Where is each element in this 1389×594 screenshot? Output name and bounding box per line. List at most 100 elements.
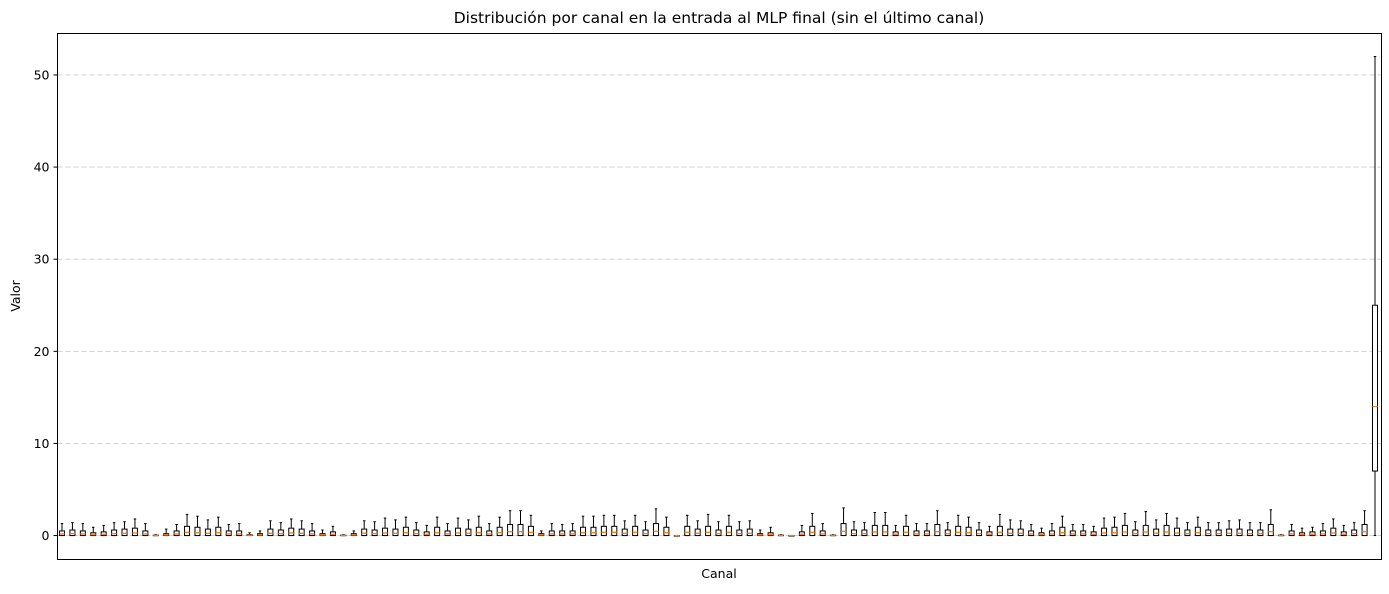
box-body — [517, 523, 524, 537]
box-item — [767, 526, 774, 537]
y-tick-label: 20 — [34, 344, 50, 359]
box-item — [225, 523, 232, 537]
box-body — [694, 528, 701, 537]
box-item — [131, 518, 138, 537]
box-item — [90, 526, 97, 537]
box-item — [152, 534, 159, 537]
box-item — [611, 514, 618, 537]
box-item — [413, 522, 420, 537]
box-item — [778, 534, 785, 537]
grid-lines — [57, 74, 1382, 536]
box-item — [496, 516, 503, 537]
box-body — [1330, 527, 1337, 537]
y-tick-label: 10 — [34, 436, 50, 451]
plot-area-frame — [57, 33, 1382, 560]
box-item — [1246, 522, 1253, 537]
box-item — [1069, 523, 1076, 537]
box-item — [423, 524, 430, 537]
box-item — [1111, 516, 1118, 537]
box-body — [402, 526, 409, 537]
box-body — [934, 523, 941, 537]
y-tick-label: 30 — [34, 252, 50, 267]
box-body — [996, 525, 1003, 537]
box-body — [413, 529, 420, 537]
box-item — [1132, 521, 1139, 537]
box-item — [382, 517, 389, 537]
box-item — [1194, 516, 1201, 537]
box-body — [944, 529, 951, 537]
box-item — [1267, 509, 1274, 537]
box-item — [746, 520, 753, 537]
box-item — [955, 514, 962, 537]
box-body — [590, 526, 597, 537]
box-item — [173, 523, 180, 537]
box-body — [976, 529, 983, 537]
box-body — [684, 525, 691, 537]
box-item — [1205, 522, 1212, 537]
box-item — [725, 514, 732, 537]
box-item — [1361, 510, 1368, 537]
box-body — [1194, 526, 1201, 537]
box-item — [444, 523, 451, 537]
box-item — [580, 515, 587, 537]
box-body — [903, 525, 910, 537]
box-item — [392, 519, 399, 537]
box-body — [1059, 526, 1066, 537]
box-body — [871, 524, 878, 537]
box-item — [840, 507, 847, 537]
box-item — [850, 521, 857, 537]
y-tick-label: 50 — [34, 67, 50, 82]
box-series — [58, 56, 1379, 537]
box-body — [277, 529, 284, 537]
box-item — [527, 514, 534, 537]
box-item — [715, 521, 722, 537]
box-body — [705, 525, 712, 537]
box-item — [1028, 523, 1035, 537]
box-item — [350, 530, 357, 537]
box-item — [215, 516, 222, 537]
box-item — [944, 522, 951, 537]
box-item — [309, 523, 316, 537]
box-item — [559, 523, 566, 537]
box-item — [1153, 519, 1160, 537]
box-item — [1319, 523, 1326, 537]
box-item — [913, 523, 920, 537]
x-axis-label: Canal — [701, 566, 736, 581]
box-item — [1080, 523, 1087, 537]
box-item — [1017, 520, 1024, 537]
box-item — [892, 524, 899, 537]
box-body — [652, 523, 659, 537]
box-body — [194, 526, 201, 537]
box-item — [1163, 512, 1170, 537]
box-body — [882, 524, 889, 537]
box-item — [486, 523, 493, 537]
box-item — [475, 515, 482, 537]
chart-title: Distribución por canal en la entrada al … — [454, 9, 985, 27]
box-item — [194, 515, 201, 537]
box-body — [121, 528, 128, 537]
box-body — [204, 528, 211, 537]
box-item — [58, 523, 66, 537]
box-body — [1215, 529, 1222, 537]
box-body — [288, 527, 295, 537]
box-item — [111, 522, 118, 537]
box-body — [1153, 528, 1160, 537]
box-body — [475, 526, 482, 537]
box-item — [204, 519, 211, 537]
box-body — [600, 525, 607, 537]
box-item — [1048, 523, 1055, 537]
box-body — [809, 525, 816, 537]
box-item — [319, 529, 326, 537]
box-item — [788, 534, 795, 537]
box-item — [298, 520, 305, 537]
y-axis-label: Valor — [8, 279, 23, 311]
box-body — [371, 529, 378, 537]
box-item — [861, 522, 868, 537]
box-item — [871, 512, 878, 537]
box-item — [1007, 519, 1014, 537]
box-item — [1226, 520, 1233, 537]
box-item — [1038, 527, 1045, 537]
box-item — [402, 516, 409, 537]
box-item — [819, 523, 826, 537]
box-body — [1132, 529, 1139, 537]
